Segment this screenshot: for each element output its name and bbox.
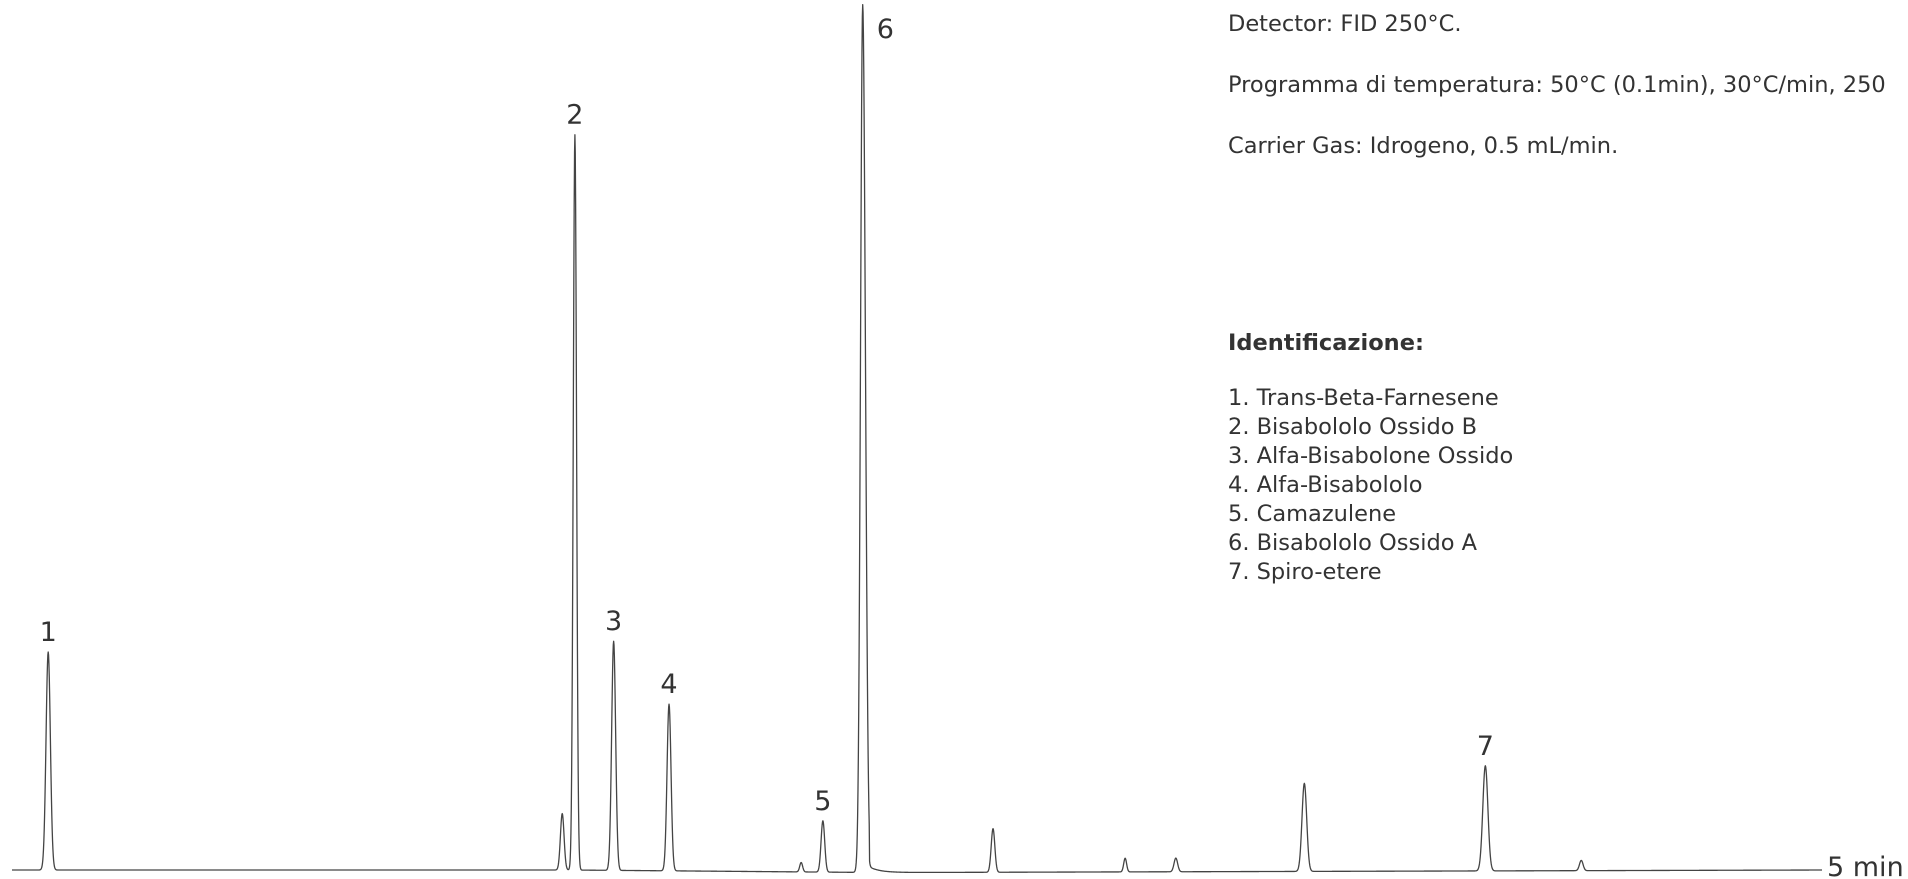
- peak-label-6: 6: [877, 14, 894, 45]
- identification-item: 1. Trans-Beta-Farnesene: [1228, 385, 1499, 411]
- temperature-program-condition: Programma di temperatura: 50°C (0.1min),…: [1228, 72, 1886, 98]
- x-axis-unit-label: 5 min: [1827, 852, 1904, 879]
- identification-item: 5. Camazulene: [1228, 501, 1397, 527]
- identification-item: 3. Alfa-Bisabolone Ossido: [1228, 443, 1514, 469]
- peak-label-1: 1: [40, 617, 57, 648]
- carrier-gas-condition: Carrier Gas: Idrogeno, 0.5 mL/min.: [1228, 133, 1619, 159]
- chromatogram-trace: [11, 3, 1823, 874]
- identification-title: Identificazione:: [1228, 330, 1424, 356]
- identification-item: 7. Spiro-etere: [1228, 559, 1382, 585]
- info-panel: Detector: FID 250°C. Programma di temper…: [1228, 10, 1908, 587]
- peak-label-4: 4: [660, 669, 677, 700]
- peak-label-5: 5: [814, 786, 831, 817]
- identification-list: 1. Trans-Beta-Farnesene 2. Bisabololo Os…: [1228, 384, 1908, 587]
- identification-item: 6. Bisabololo Ossido A: [1228, 530, 1478, 556]
- detector-condition: Detector: FID 250°C.: [1228, 11, 1462, 37]
- peak-label-7: 7: [1477, 731, 1494, 762]
- identification-item: 2. Bisabololo Ossido B: [1228, 414, 1478, 440]
- peak-labels: 1 2 3 4 5 6 7: [40, 14, 1494, 817]
- identification-item: 4. Alfa-Bisabololo: [1228, 472, 1423, 498]
- spacer: [1228, 193, 1908, 329]
- peak-label-2: 2: [566, 100, 583, 131]
- peak-label-3: 3: [605, 606, 622, 637]
